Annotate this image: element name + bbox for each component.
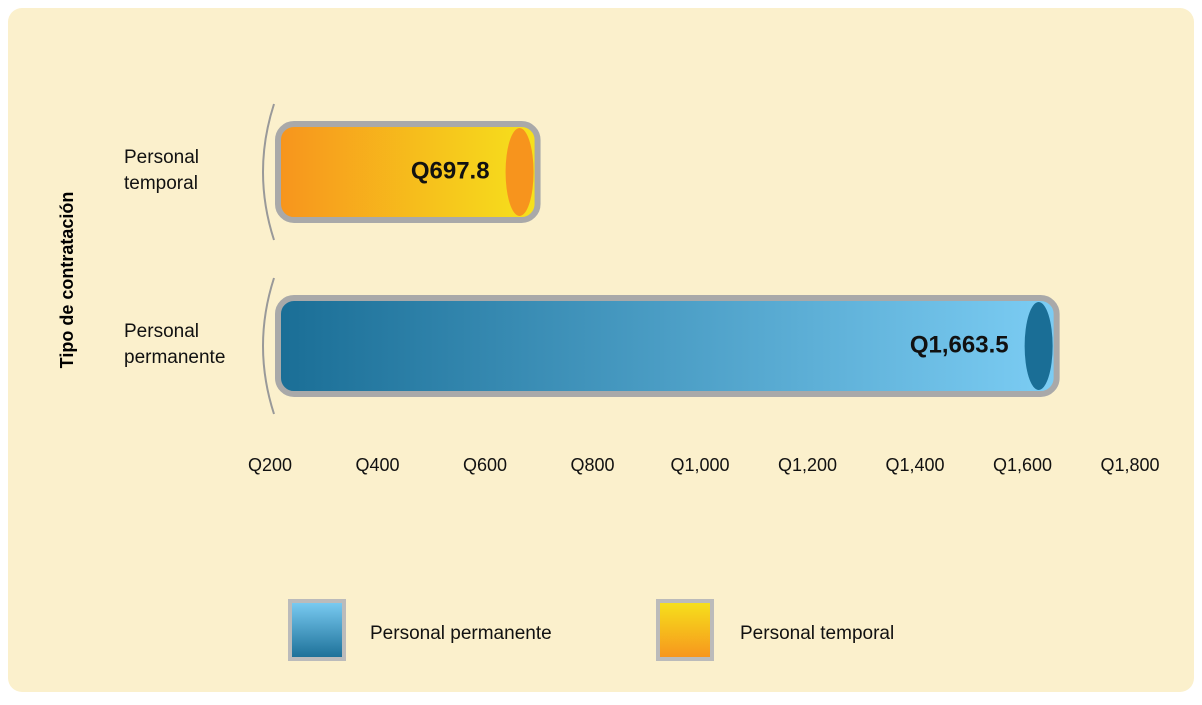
data-label: Q1,663.5	[910, 331, 1009, 358]
bar-cap	[505, 128, 534, 216]
bar-edge	[262, 277, 275, 415]
bar-cap	[1024, 302, 1053, 390]
x-tick-label: Q1,600	[993, 455, 1052, 475]
y-tick-label: Personal permanente	[124, 321, 226, 368]
legend-label: Personal permanente	[370, 623, 552, 644]
x-tick-label: Q1,400	[885, 455, 944, 475]
bar	[275, 121, 541, 223]
legend-label: Personal temporal	[740, 623, 894, 644]
x-tick-label: Q1,200	[778, 455, 837, 475]
x-tick-label: Q400	[355, 455, 399, 475]
data-label: Q697.8	[411, 157, 490, 184]
x-tick-label: Q600	[463, 455, 507, 475]
bar-edge	[262, 103, 275, 241]
x-tick-label: Q1,000	[670, 455, 729, 475]
x-tick-label: Q1,800	[1100, 455, 1159, 475]
y-tick-label: Personal temporal	[124, 147, 199, 194]
x-tick-label: Q200	[248, 455, 292, 475]
bar	[275, 295, 1060, 397]
legend-swatch	[656, 599, 714, 661]
legend-swatch	[288, 599, 346, 661]
x-tick-label: Q800	[570, 455, 614, 475]
y-axis-label: Tipo de contratación	[57, 192, 77, 369]
